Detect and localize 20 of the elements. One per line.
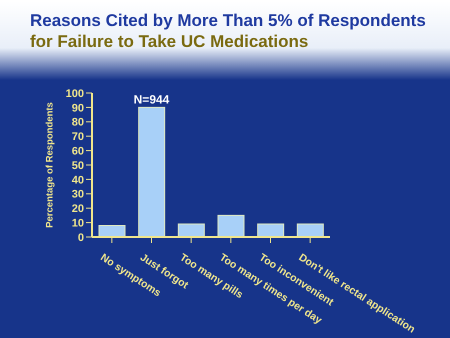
annotation: N=944 [134,92,170,106]
bar [296,224,324,237]
y-tick-label: 60 [72,146,84,158]
bar [98,224,126,237]
y-tick-label: 90 [72,102,84,114]
y-tick-label: 20 [72,203,84,216]
y-tick-label: 40 [72,174,84,186]
bar [218,214,244,237]
bar [138,106,166,237]
y-tick-label: 50 [72,160,84,172]
chart-title: Reasons Cited by More Than 5% of Respondents for Failure to Take UC Medications [30,10,426,52]
y-axis-title: Percentage of Respondents [44,102,56,228]
bar [257,224,284,237]
y-tick-label: 100 [66,88,84,100]
y-tick-label: 70 [72,131,84,144]
y-tick-label: 30 [72,188,84,201]
y-tick-label: 10 [72,218,84,230]
y-tick-label: 0 [78,232,84,244]
y-tick-label: 80 [72,116,84,129]
bar [178,224,205,237]
